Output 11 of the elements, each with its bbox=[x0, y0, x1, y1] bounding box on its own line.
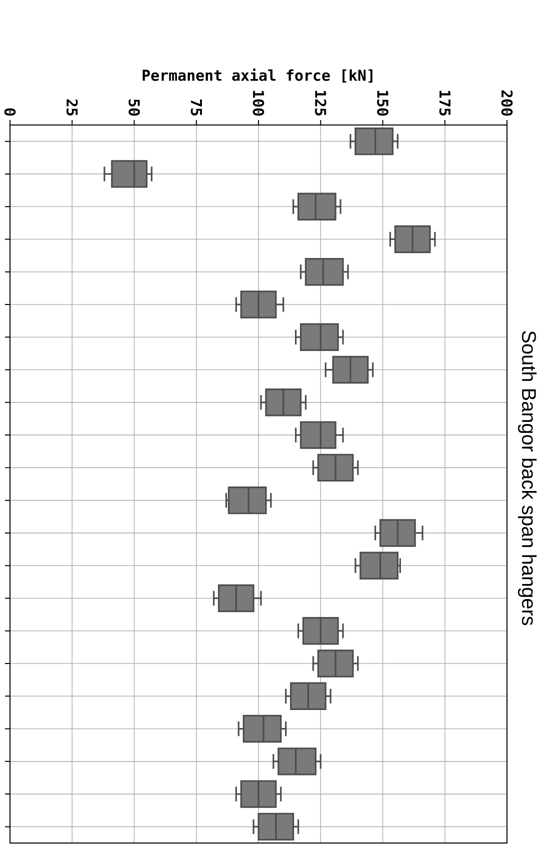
x-tick-label: 0 bbox=[4, 108, 16, 116]
x-tick-label: 125 bbox=[314, 90, 326, 116]
x-tick-label: 50 bbox=[128, 100, 140, 116]
text: South Bangor back span hangers bbox=[518, 331, 537, 626]
x-tick-label: 175 bbox=[439, 90, 450, 116]
x-tick-label: 25 bbox=[66, 99, 78, 116]
x-tick-label: 200 bbox=[501, 90, 513, 116]
x-axis-title: Permanent axial force [kN] bbox=[142, 68, 372, 83]
x-tick-label: 100 bbox=[252, 90, 264, 116]
x-tick-label: 150 bbox=[377, 90, 388, 116]
x-tick-label: 75 bbox=[190, 99, 202, 116]
